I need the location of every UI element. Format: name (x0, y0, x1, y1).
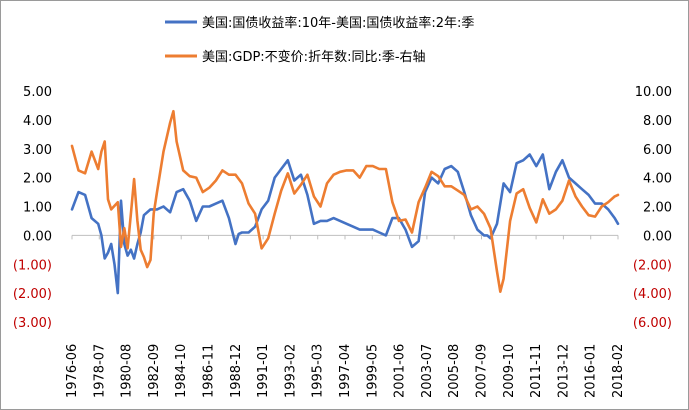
right-tick-label: 2.00 (643, 201, 672, 216)
legend-label-2: 美国:GDP:不变价:折年数:同比:季-右轴 (202, 49, 426, 65)
legend-label-1: 美国:国债收益率:10年-美国:国债收益率:2年:季 (202, 15, 474, 31)
right-tick-label: 6.00 (643, 143, 672, 158)
left-tick-label: (2.00) (13, 287, 52, 302)
x-tick-label: 2001-06 (393, 344, 408, 398)
series-layer (70, 109, 620, 295)
left-tick-label: (1.00) (13, 258, 52, 273)
left-tick-label: 1.00 (23, 201, 52, 216)
x-tick-label: 2011-11 (529, 344, 544, 398)
series-line-2 (70, 109, 620, 294)
left-tick-label: 4.00 (23, 114, 52, 129)
right-tick-label: (4.00) (633, 287, 672, 302)
left-tick-label: 5.00 (23, 85, 52, 100)
left-y-axis: 5.00 4.00 3.00 2.00 1.00 0.00 (1.00) (2.00) (3.0… (13, 85, 52, 331)
x-tick-label: 1993-02 (283, 344, 298, 398)
right-tick-label: 4.00 (643, 172, 672, 187)
x-tick-label: 1982-09 (147, 344, 162, 398)
x-tick-label: 2007-09 (475, 344, 490, 398)
left-tick-label: (3.00) (13, 316, 52, 331)
x-tick-label: 1995-03 (311, 344, 326, 398)
x-tick-label: 2005-08 (447, 344, 462, 398)
right-tick-label: (6.00) (633, 316, 672, 331)
right-tick-label: 8.00 (643, 114, 672, 129)
x-axis: 1976-06 1978-07 1980-08 1982-09 1984-10 1986-… (65, 234, 626, 398)
right-tick-label: 0.00 (643, 229, 672, 244)
x-tick-label: 2003-07 (420, 344, 435, 398)
series-line-1 (70, 153, 620, 295)
left-tick-label: 2.00 (23, 172, 52, 187)
x-tick-label: 1999-05 (365, 344, 380, 398)
x-tick-label: 2016-01 (584, 344, 599, 398)
x-tick-label: 1976-06 (65, 344, 80, 398)
right-y-axis: 10.00 8.00 6.00 4.00 2.00 0.00 (2.00) (4.00) (6.… (633, 85, 672, 331)
x-tick-label: 1988-12 (229, 344, 244, 398)
x-tick-label: 1984-10 (174, 344, 189, 398)
x-tick-label: 2009-10 (502, 344, 517, 398)
left-tick-label: 3.00 (23, 143, 52, 158)
legend: 美国:国债收益率:10年-美国:国债收益率:2年:季美国:GDP:不变价:折年数… (165, 15, 474, 65)
x-tick-label: 1980-08 (120, 344, 135, 398)
x-tick-label: 2013-12 (556, 344, 571, 398)
right-tick-label: (2.00) (633, 258, 672, 273)
x-tick-label: 2018-02 (611, 344, 626, 398)
x-tick-label: 1978-07 (92, 344, 107, 398)
x-tick-label: 1986-11 (202, 344, 217, 398)
right-tick-label: 10.00 (635, 85, 672, 100)
x-tick-label: 1991-01 (256, 344, 271, 398)
left-tick-label: 0.00 (23, 229, 52, 244)
x-tick-label: 1997-04 (338, 344, 353, 398)
